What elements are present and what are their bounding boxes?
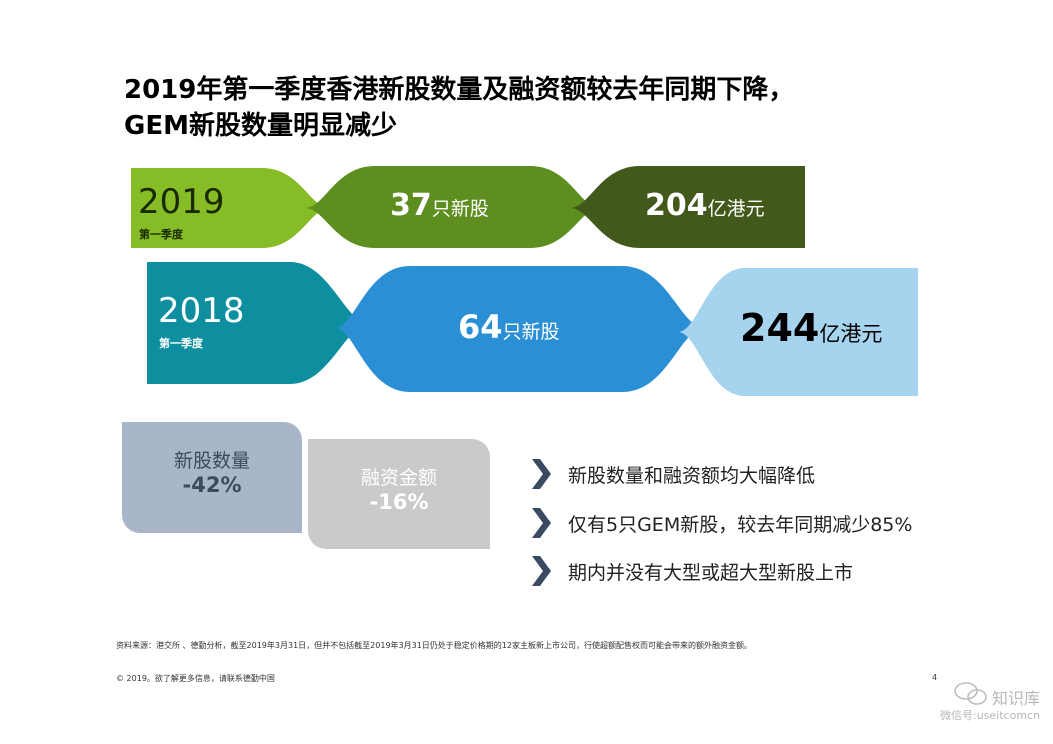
ribbon-2018-count [335,266,705,392]
year-2019: 2019 [138,182,225,222]
funds-2018: 244亿港元 [740,306,882,350]
bullet-1: 新股数量和融资额均大幅降低 [568,457,815,491]
ipo-count-2019: 37只新股 [390,188,489,223]
ipo-count-2019-value: 37 [390,188,432,223]
page-number: 4 [932,673,938,682]
title-line-1: 2019年第一季度香港新股数量及融资额较去年同期下降， [124,75,795,105]
funds-2018-unit: 亿港元 [819,322,883,346]
chevron-icon [532,556,551,586]
ribbon-2018-funds [678,268,918,396]
chevron-icon [532,459,551,489]
ribbon-2019-count [305,166,600,248]
bullet-3: 期内并没有大型或超大型新股上市 [568,554,853,588]
chevron-icon [532,508,551,538]
period-2018: 第一季度 [159,337,203,350]
ribbon-2018-year [147,262,370,384]
funds-2019: 204亿港元 [645,188,765,223]
slide-title: 2019年第一季度香港新股数量及融资额较去年同期下降， GEM新股数量明显减少 [124,72,944,144]
bullet-2-text: 仅有5只GEM新股，较去年同期减少85% [568,513,913,536]
year-2018: 2018 [158,291,245,331]
bullet-1-text: 新股数量和融资额均大幅降低 [568,464,816,487]
ipo-count-2019-unit: 只新股 [431,198,489,220]
count-change-box: 新股数量 -42% [122,422,302,533]
count-change-pct: -42% [182,473,242,497]
funds-2018-value: 244 [740,306,820,350]
funds-change-pct: -16% [369,490,429,514]
ipo-count-2018: 64只新股 [458,308,560,346]
ipo-count-2018-unit: 只新股 [502,321,560,343]
copyright: © 2019。欲了解更多信息，请联系德勤中国 [116,674,275,683]
bullet-3-text: 期内并没有大型或超大型新股上市 [568,561,854,584]
ipo-count-2018-value: 64 [458,308,503,346]
funds-2019-unit: 亿港元 [707,198,765,220]
title-line-2: GEM新股数量明显减少 [124,111,397,141]
funds-change-label: 融资金额 [360,467,437,489]
bullet-2: 仅有5只GEM新股，较去年同期减少85% [568,506,912,540]
wechat-icon [954,682,987,705]
source-note: 资料来源：港交所 、德勤分析，截至2019年3月31日，但并不包括截至2019年… [116,641,752,650]
ribbon-2019-funds [570,166,805,248]
count-change-label: 新股数量 [173,450,250,472]
funds-2019-value: 204 [645,188,708,223]
watermark-name: 知识库 [992,689,1041,708]
watermark-wechat: 微信号:useitcomcn [940,709,1041,722]
period-2019: 第一季度 [139,228,183,241]
funds-change-box: 融资金额 -16% [308,439,490,549]
ribbon-2019-year [131,168,330,248]
